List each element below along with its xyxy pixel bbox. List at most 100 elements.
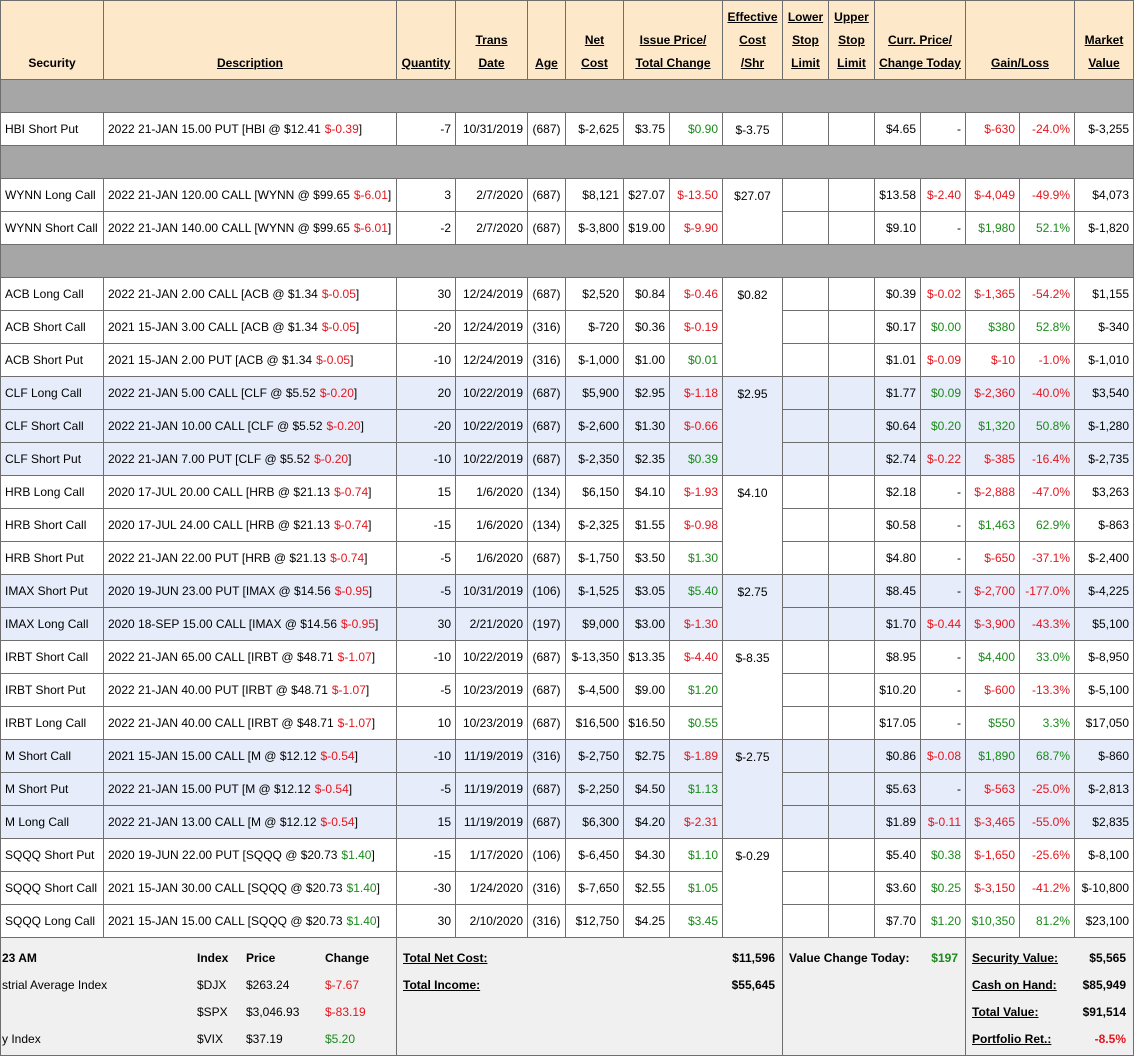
cell: $0.01 bbox=[669, 343, 723, 377]
cell: $3.60 bbox=[874, 871, 921, 905]
cell-text: $-1,010 bbox=[1088, 353, 1129, 367]
cell: $-7,650 bbox=[565, 871, 624, 905]
cell-text: - bbox=[957, 683, 961, 697]
cell: ACB Short Call bbox=[0, 310, 104, 344]
footer-link[interactable]: Total Value: bbox=[972, 1005, 1039, 1019]
underlying-change: $-0.54 bbox=[320, 749, 355, 763]
cell: $0.55 bbox=[669, 706, 723, 740]
header-label[interactable]: Effective bbox=[727, 10, 778, 24]
cell-text: $1.13 bbox=[687, 782, 718, 796]
header-label[interactable]: Limit bbox=[837, 56, 866, 70]
cell: -25.0% bbox=[1019, 772, 1075, 806]
effective-cost-cell: $4.10 bbox=[722, 475, 783, 575]
effective-cost-cell: $27.07 bbox=[722, 178, 783, 245]
header-label[interactable]: Stop bbox=[838, 33, 865, 47]
header-cell: Curr. Price/Change Today bbox=[874, 0, 966, 80]
cell: 2022 21-JAN 120.00 CALL [WYNN @ $99.65 $-… bbox=[103, 178, 397, 212]
cell-text: $10,350 bbox=[971, 914, 1015, 928]
cell: 2021 15-JAN 15.00 CALL [SQQQ @ $20.73 $1.… bbox=[103, 904, 397, 938]
cell: -5 bbox=[396, 673, 456, 707]
cell-text: $1.01 bbox=[885, 353, 916, 367]
cell-text: M Short Call bbox=[5, 749, 72, 763]
cell-text: -41.2% bbox=[1031, 881, 1070, 895]
bracket: ] bbox=[355, 287, 360, 301]
cell-text: $0.58 bbox=[885, 518, 916, 532]
option-description: 2021 15-JAN 30.00 CALL [SQQQ @ $20.73 bbox=[108, 881, 343, 895]
header-label[interactable]: Gain/Loss bbox=[990, 56, 1049, 70]
header-label[interactable]: Cost bbox=[739, 33, 766, 47]
header-label[interactable]: Cost bbox=[581, 56, 608, 70]
option-description: 2022 21-JAN 140.00 CALL [WYNN @ $99.65 bbox=[108, 221, 350, 235]
cell: $-4,500 bbox=[565, 673, 624, 707]
cell-text: $-2,350 bbox=[578, 452, 619, 466]
header-label[interactable]: Date bbox=[478, 56, 505, 70]
cell: $5.63 bbox=[874, 772, 921, 806]
cell: (687) bbox=[527, 277, 566, 311]
header-label[interactable]: Issue Price/ bbox=[639, 33, 707, 47]
upper-stop-cell bbox=[828, 508, 875, 542]
cell-text: ACB Short Put bbox=[5, 353, 84, 367]
header-label[interactable]: Net bbox=[584, 33, 605, 47]
cell-text: $4.50 bbox=[634, 782, 665, 796]
cell: (687) bbox=[527, 541, 566, 575]
header-label[interactable]: Upper bbox=[834, 10, 869, 24]
cell: -10 bbox=[396, 739, 456, 773]
header-label[interactable]: Quantity bbox=[401, 56, 451, 70]
cell-text: 30 bbox=[437, 287, 451, 301]
cell-text: $-2.75 bbox=[735, 750, 770, 764]
cell: IRBT Short Call bbox=[0, 640, 104, 674]
cell: $-2,350 bbox=[565, 442, 624, 476]
lower-stop-cell bbox=[782, 574, 829, 608]
footer-link[interactable]: Total Income: bbox=[403, 978, 481, 992]
cell-text: -30 bbox=[433, 881, 451, 895]
footer-link[interactable]: Portfolio Ret.: bbox=[972, 1032, 1052, 1046]
cell: $-8,950 bbox=[1074, 640, 1134, 674]
cell-text: SQQQ Short Put bbox=[5, 848, 95, 862]
cell-text: 3 bbox=[444, 188, 451, 202]
footer-text: Price bbox=[246, 951, 276, 965]
footer-link[interactable]: Total Net Cost: bbox=[403, 951, 488, 965]
footer-text: y Index bbox=[2, 1032, 41, 1046]
underlying-change: $-0.74 bbox=[330, 551, 365, 565]
cell-text: $9,000 bbox=[582, 617, 619, 631]
cell: IRBT Short Put bbox=[0, 673, 104, 707]
header-label[interactable]: Value bbox=[1088, 56, 1120, 70]
footer-link[interactable]: Security Value: bbox=[972, 951, 1059, 965]
cell-text: $-2,735 bbox=[1088, 452, 1129, 466]
header-label[interactable]: Limit bbox=[791, 56, 820, 70]
bracket: ] bbox=[350, 353, 354, 367]
cell: $3,263 bbox=[1074, 475, 1134, 509]
header-label[interactable]: Market bbox=[1084, 33, 1124, 47]
separator-row bbox=[0, 244, 1134, 278]
footer-text: Change bbox=[325, 951, 370, 965]
header-label[interactable]: /Shr bbox=[740, 56, 765, 70]
cell-text: 1/24/2020 bbox=[469, 881, 523, 895]
footer-text: Value Change Today: bbox=[789, 951, 910, 965]
cell-text: $-0.46 bbox=[683, 287, 718, 301]
upper-stop-cell bbox=[828, 640, 875, 674]
header-label[interactable]: Total Change bbox=[635, 56, 711, 70]
upper-stop-cell bbox=[828, 178, 875, 212]
header-label[interactable]: Stop bbox=[792, 33, 819, 47]
cell: 12/24/2019 bbox=[455, 310, 528, 344]
header-label[interactable]: Description bbox=[216, 56, 283, 70]
cell: -7 bbox=[396, 112, 456, 146]
upper-stop-cell bbox=[828, 772, 875, 806]
cell-text: - bbox=[957, 518, 961, 532]
header-label[interactable]: Change Today bbox=[879, 56, 961, 70]
cell-text: $5,100 bbox=[1092, 617, 1129, 631]
bracket: ] bbox=[376, 914, 380, 928]
cell-text: -5 bbox=[440, 782, 451, 796]
footer-link[interactable]: Cash on Hand: bbox=[972, 978, 1057, 992]
lower-stop-cell bbox=[782, 409, 829, 443]
cell-text: (316) bbox=[532, 881, 561, 895]
cell: $0.84 bbox=[623, 277, 670, 311]
header-label[interactable]: Trans bbox=[475, 33, 508, 47]
cell-text: $0.64 bbox=[885, 419, 916, 433]
header-label[interactable]: Lower bbox=[787, 10, 824, 24]
cell: -10 bbox=[396, 343, 456, 377]
header-label[interactable]: Age bbox=[535, 56, 558, 70]
bracket: ] bbox=[360, 419, 364, 433]
bracket: ] bbox=[358, 122, 363, 136]
header-label[interactable]: Curr. Price/ bbox=[887, 33, 953, 47]
